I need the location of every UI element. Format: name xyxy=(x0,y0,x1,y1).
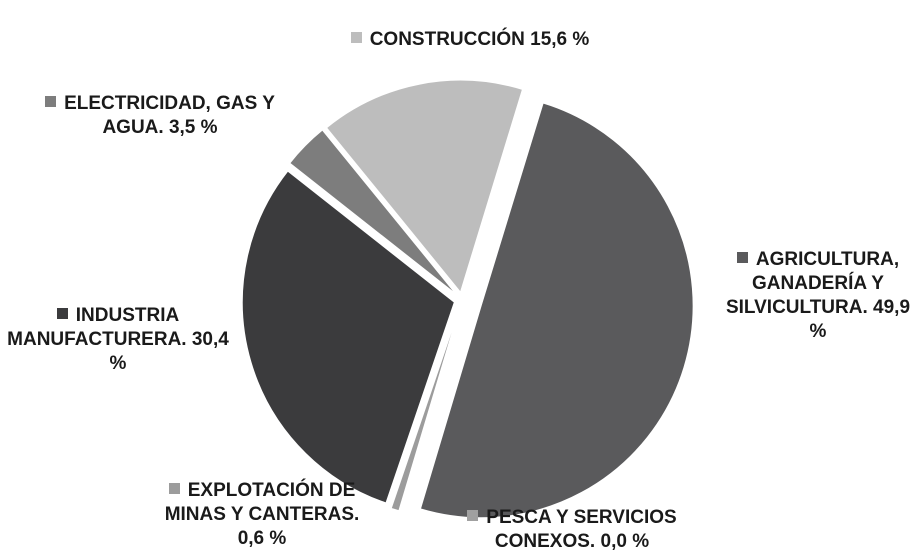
legend-swatch xyxy=(168,483,180,494)
value-label: 0,0 % xyxy=(600,531,650,552)
pie-slice xyxy=(390,307,461,512)
slice-label: PESCA Y SERVICIOS CONEXOS. 0,0 % xyxy=(442,506,702,554)
slice-label: EXPLOTACIÓN DE MINAS Y CANTERAS. 0,6 % xyxy=(152,479,372,551)
legend-swatch xyxy=(736,252,748,263)
slice-label: CONSTRUCCIÓN 15,6 % xyxy=(350,28,590,52)
pie-slice xyxy=(419,102,694,519)
category-name: PESCA Y SERVICIOS CONEXOS. xyxy=(486,507,677,552)
value-label: 15,6 % xyxy=(530,29,590,50)
pie-slice xyxy=(289,129,457,295)
value-label: 3,5 % xyxy=(168,117,218,138)
legend-swatch xyxy=(56,308,68,319)
slice-label: INDUSTRIA MANUFACTURERA. 30,4 % xyxy=(3,304,233,376)
pie-slice xyxy=(241,170,455,504)
legend-swatch xyxy=(467,510,479,521)
slice-label: AGRICULTURA, GANADERÍA Y SILVICULTURA. 4… xyxy=(718,248,918,344)
category-name: AGRICULTURA, GANADERÍA Y SILVICULTURA. xyxy=(725,249,900,318)
value-label: 49,9 % xyxy=(809,297,911,342)
value-label: 0,6 % xyxy=(237,528,287,549)
value-label: 30,4 % xyxy=(109,329,229,374)
category-name: EXPLOTACIÓN DE MINAS Y CANTERAS. xyxy=(164,480,360,525)
category-name: ELECTRICIDAD, GAS Y AGUA. xyxy=(64,93,275,138)
category-name: INDUSTRIA MANUFACTURERA. xyxy=(7,305,187,350)
legend-swatch xyxy=(45,96,57,107)
slice-label: ELECTRICIDAD, GAS Y AGUA. 3,5 % xyxy=(35,92,285,140)
category-name: CONSTRUCCIÓN xyxy=(369,29,525,50)
pie-slice xyxy=(325,79,524,294)
legend-swatch xyxy=(350,32,362,43)
